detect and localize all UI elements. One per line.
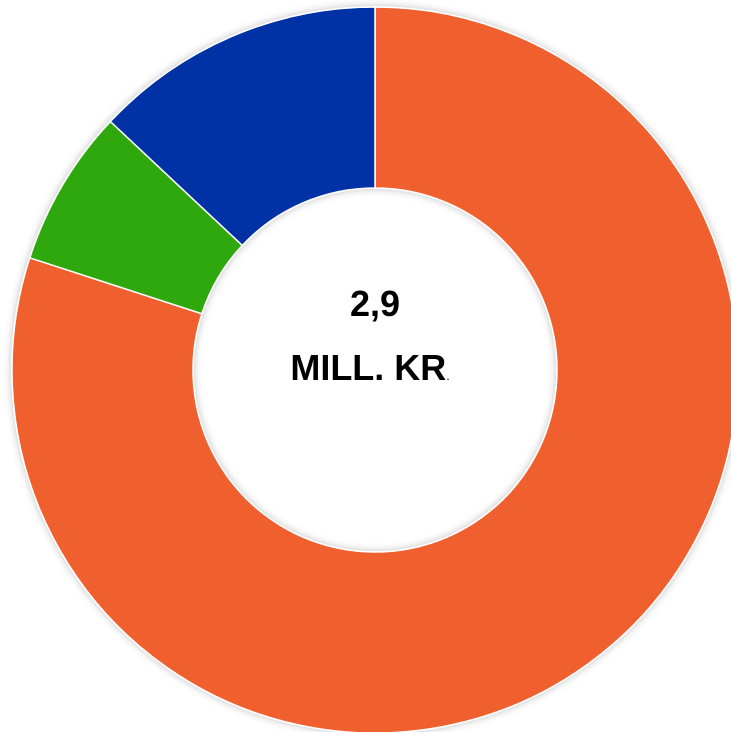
donut — [11, 6, 731, 732]
center-unit-text: MILL. KR — [290, 347, 446, 388]
donut-slice — [11, 6, 731, 732]
center-value: 2,9 — [350, 283, 400, 324]
center-unit: MILL. KR. — [290, 347, 449, 388]
center-unit-dot: . — [446, 369, 449, 383]
donut-slice — [109, 6, 376, 247]
